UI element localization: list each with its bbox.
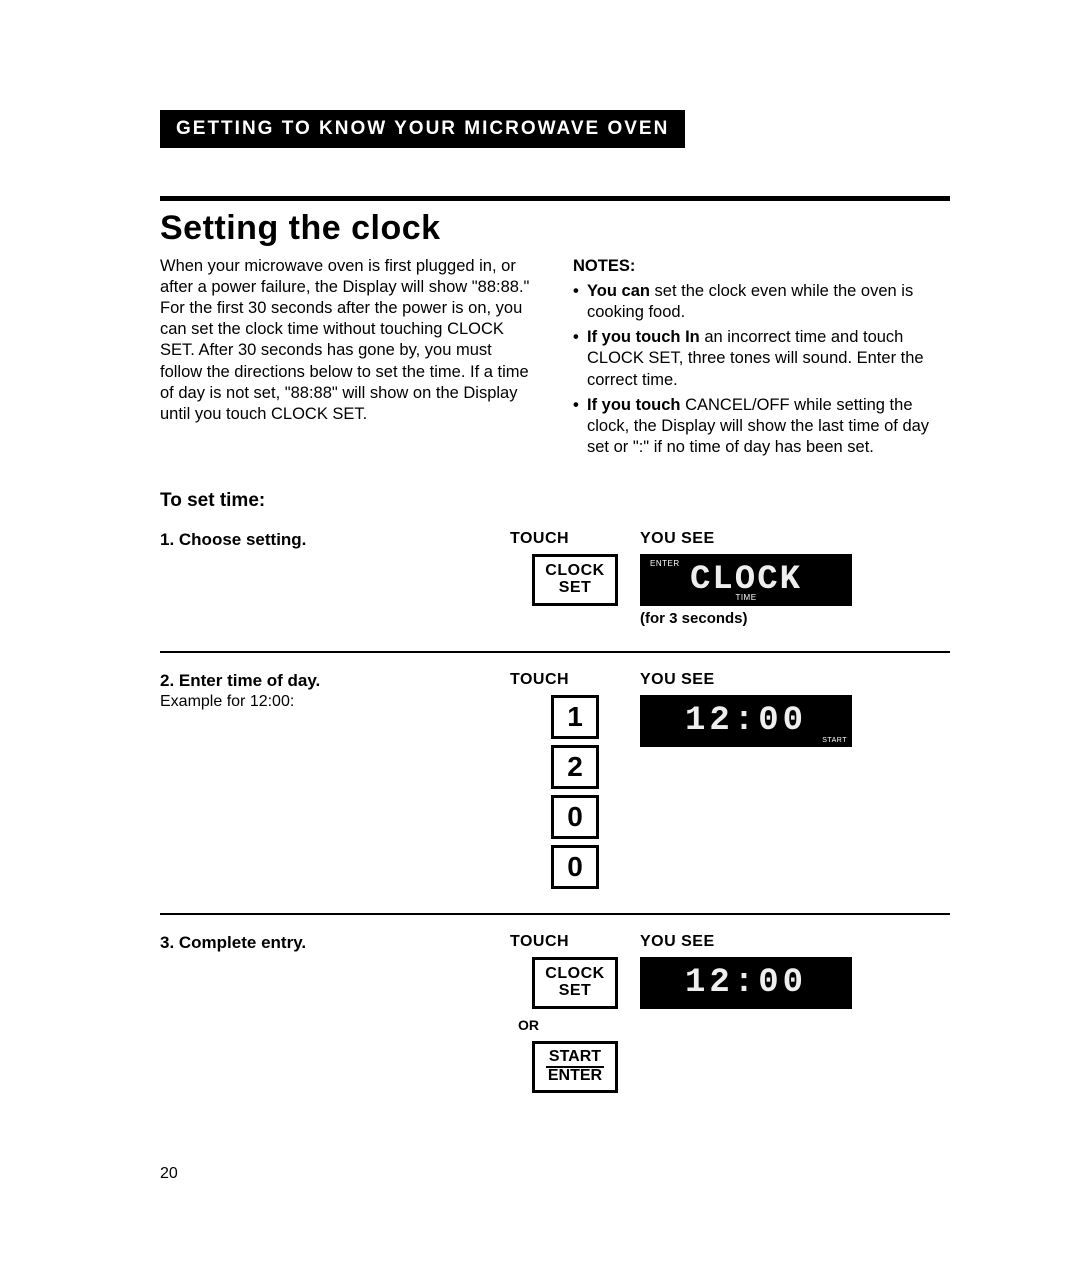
section-banner: GETTING TO KNOW YOUR MICROWAVE OVEN	[160, 110, 685, 148]
step-1-touch-col: TOUCH CLOCK SET	[510, 530, 640, 606]
step-2-left: 2. Enter time of day. Example for 12:00:	[160, 671, 510, 711]
intro-right: NOTES: You can set the clock even while …	[573, 256, 950, 462]
touch-label: TOUCH	[510, 530, 640, 548]
step-2-subtitle: Example for 12:00:	[160, 693, 490, 711]
step-1-left: 1. Choose setting.	[160, 530, 510, 550]
note-item: You can set the clock even while the ove…	[573, 281, 950, 323]
numpad-2-button: 2	[551, 745, 599, 789]
step-1-title: 1. Choose setting.	[160, 530, 490, 550]
notes-list: You can set the clock even while the ove…	[573, 281, 950, 458]
display-time-label: TIME	[735, 593, 756, 602]
step-3-left: 3. Complete entry.	[160, 933, 510, 953]
you-see-label: YOU SEE	[640, 671, 866, 689]
step-3-see-col: YOU SEE 12:00	[640, 933, 866, 1009]
step-1-see-col: YOU SEE ENTER CLOCK TIME (for 3 seconds)	[640, 530, 866, 627]
numpad-0-button: 0	[551, 845, 599, 889]
display-time-set: 12:00	[640, 957, 852, 1009]
you-see-label: YOU SEE	[640, 530, 866, 548]
step-2-see-col: YOU SEE 12:00 START	[640, 671, 866, 747]
note-item: If you touch CANCEL/OFF while setting th…	[573, 395, 950, 458]
display-text: 12:00	[685, 964, 807, 1002]
page-number: 20	[160, 1165, 178, 1183]
page-title: Setting the clock	[160, 209, 950, 248]
display-duration-note: (for 3 seconds)	[640, 610, 866, 627]
step-1-row: 1. Choose setting. TOUCH CLOCK SET YOU S…	[160, 520, 950, 633]
rule-1	[160, 651, 950, 653]
step-2-row: 2. Enter time of day. Example for 12:00:…	[160, 661, 950, 895]
step-3-touch-col: TOUCH CLOCK SET OR START ENTER	[510, 933, 640, 1093]
step-3-title: 3. Complete entry.	[160, 933, 490, 953]
display-text: 12:00	[685, 702, 807, 740]
to-set-time-heading: To set time:	[160, 490, 950, 512]
display-start-corner: START	[822, 737, 847, 744]
you-see-label: YOU SEE	[640, 933, 866, 951]
display-clock: ENTER CLOCK TIME	[640, 554, 852, 606]
numpad-0-button: 0	[551, 795, 599, 839]
rule-2	[160, 913, 950, 915]
intro-columns: When your microwave oven is first plugge…	[160, 256, 950, 462]
clock-set-button: CLOCK SET	[532, 957, 618, 1009]
display-enter-label: ENTER	[650, 559, 680, 568]
notes-label: NOTES:	[573, 256, 950, 277]
step-2-title: 2. Enter time of day.	[160, 671, 490, 691]
step-3-row: 3. Complete entry. TOUCH CLOCK SET OR ST…	[160, 923, 950, 1099]
intro-left: When your microwave oven is first plugge…	[160, 256, 537, 462]
touch-label: TOUCH	[510, 671, 640, 689]
note-item: If you touch In an incorrect time and to…	[573, 327, 950, 390]
touch-label: TOUCH	[510, 933, 640, 951]
or-label: OR	[518, 1017, 539, 1033]
numpad-1-button: 1	[551, 695, 599, 739]
display-time-entry: 12:00 START	[640, 695, 852, 747]
clock-set-button: CLOCK SET	[532, 554, 618, 606]
start-enter-button: START ENTER	[532, 1041, 618, 1093]
step-2-touch-col: TOUCH 1 2 0 0	[510, 671, 640, 889]
rule-top	[160, 196, 950, 201]
manual-page: GETTING TO KNOW YOUR MICROWAVE OVEN Sett…	[0, 0, 1080, 1099]
